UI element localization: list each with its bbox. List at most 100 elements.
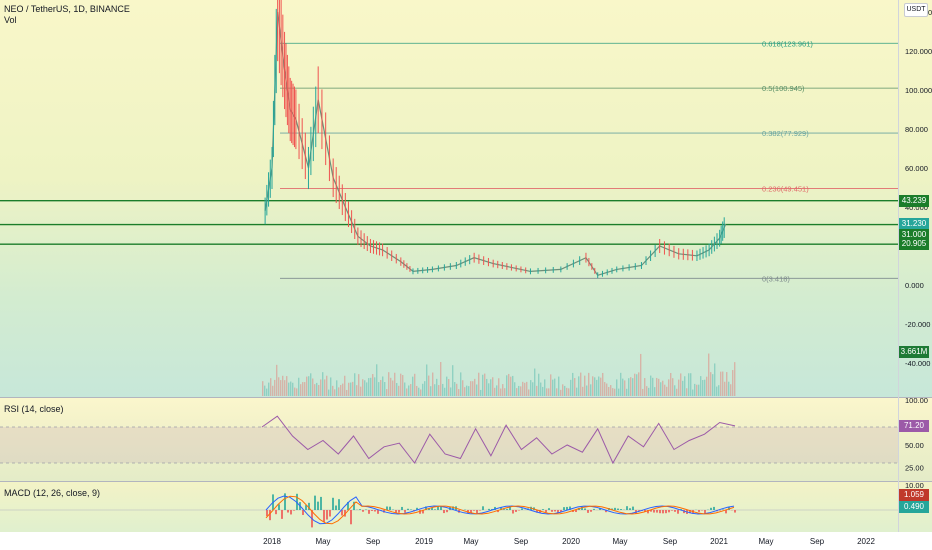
volume-bar [410,384,412,396]
volume-bar [306,376,308,396]
macd-histogram-bar [350,510,352,525]
volume-bar [728,381,730,396]
price-axis-tick: 0.000 [905,281,924,290]
price-axis-tick: 60.000 [905,164,928,173]
volume-bar [340,384,342,396]
volume-bar [278,377,280,396]
volume-bar [426,364,428,396]
volume-bar [494,387,496,396]
macd-histogram-bar [614,507,616,510]
volume-bar [406,388,408,396]
volume-bar [534,368,536,396]
price-chart-canvas[interactable]: 140.000120.000100.00080.00060.00040.0000… [0,0,932,397]
volume-bar [418,387,420,396]
volume-bar [286,376,288,396]
macd-histogram-bar [287,510,289,513]
volume-bar [650,375,652,396]
price-chart-pane[interactable]: 140.000120.000100.00080.00060.00040.0000… [0,0,932,397]
macd-pane[interactable]: 10.00 MACD (12, 26, close, 9) 1.059 0.490 [0,482,932,532]
macd-histogram-bar [332,497,334,510]
volume-bar [428,375,430,396]
volume-bar [640,353,642,396]
macd-axis-tick: 10.00 [905,482,924,490]
fib-label: 0.5(100.945) [762,84,805,93]
macd-canvas: 10.00 [0,482,924,528]
volume-bar [686,388,688,396]
volume-bar [442,383,444,396]
volume-bar [448,379,450,396]
volume-bar [374,377,376,396]
macd-histogram-bar [620,509,622,510]
macd-histogram-bar [422,510,424,514]
currency-button[interactable]: USDT [904,3,928,17]
volume-bar [504,388,506,396]
time-axis-label: Sep [514,537,529,546]
macd-histogram-bar [644,510,646,512]
volume-bar [380,380,382,396]
volume-bar [524,382,526,396]
volume-bar [630,377,632,396]
macd-histogram-bar [275,510,277,515]
volume-bar [362,379,364,396]
volume-bar [600,377,602,396]
volume-bar [348,382,350,396]
macd-histogram-bar [494,506,496,510]
volume-bar [626,388,628,396]
volume-bar [542,386,544,396]
macd-histogram-bar [344,510,346,517]
time-axis[interactable]: 2018 May Sep 2019 May Sep 2020 May Sep 2021 May Sep… [0,532,932,550]
macd-histogram-bar [398,510,400,513]
macd-histogram-bar [725,510,727,514]
volume-bar [400,373,402,396]
macd-histogram-bar [584,508,586,510]
pane-separator[interactable] [0,397,932,398]
macd-histogram-bar [302,510,304,515]
volume-bar [328,389,330,396]
volume-bar [656,377,658,396]
price-axis-tick: -40.000 [905,359,930,368]
signal-line [265,495,735,525]
macd-legend[interactable]: MACD (12, 26, close, 9) [4,488,101,498]
volume-bar [300,384,302,396]
volume-bar [302,382,304,396]
rsi-legend[interactable]: RSI (14, close) [4,404,64,414]
volume-bar [636,374,638,396]
volume-bar [646,386,648,396]
macd-histogram-bar [386,506,388,510]
time-axis-label: Sep [810,537,825,546]
pane-separator[interactable] [0,481,932,482]
volume-bar [554,378,556,396]
macd-histogram-bar [503,509,505,510]
volume-bar [510,376,512,396]
volume-bar [266,388,268,396]
volume-bar [616,379,618,396]
volume-bar [478,372,480,396]
macd-histogram-bar [443,510,445,514]
volume-bar [700,376,702,396]
macd-histogram-bar [548,508,550,510]
symbol-legend[interactable]: NEO / TetherUS, 1D, BINANCE [4,4,130,14]
price-axis-tick: 40.000 [905,203,928,212]
time-axis-label: 2019 [415,537,433,546]
volume-bar [482,374,484,396]
volume-bar [594,377,596,396]
volume-bar [520,386,522,396]
macd-histogram-bar [668,510,670,513]
time-axis-label: May [315,537,330,546]
volume-bar [580,372,582,396]
volume-bar [634,373,636,396]
volume-bar [338,387,340,396]
volume-bar [538,373,540,396]
volume-bar [702,380,704,396]
volume-bar [464,387,466,396]
rsi-line [261,415,736,465]
volume-legend[interactable]: Vol [4,15,17,25]
volume-bar [388,372,390,396]
macd-histogram-bar [659,510,661,514]
volume-bar [624,380,626,396]
macd-histogram-bar [704,510,706,514]
volume-bar [690,373,692,396]
macd-histogram-bar [365,509,367,510]
macd-histogram-bar [482,506,484,510]
